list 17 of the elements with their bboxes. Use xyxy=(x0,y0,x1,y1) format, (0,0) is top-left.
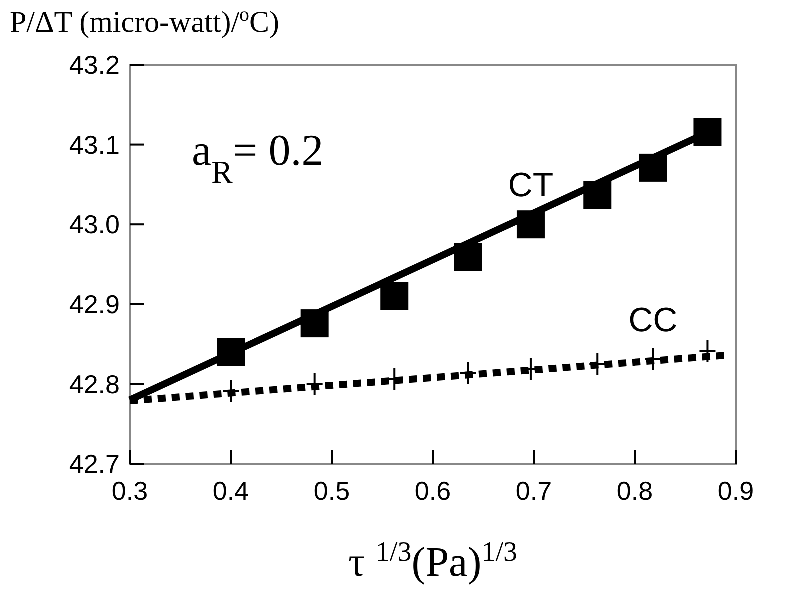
point xyxy=(380,282,409,310)
annotation: a$_{R}$= 0.2 xyxy=(192,126,324,190)
x-tick-label: 0.6 xyxy=(414,476,452,506)
y-tick-label: 42.9 xyxy=(69,290,120,320)
y-tick-label: 43.2 xyxy=(69,50,120,80)
x-tick-label: 0.4 xyxy=(212,476,250,506)
series-label: CC xyxy=(628,301,678,340)
x-tick-label: 0.8 xyxy=(616,476,654,506)
y-tick-label: 43.0 xyxy=(69,210,120,240)
series-label: CT xyxy=(508,166,554,205)
y-tick-label: 42.8 xyxy=(69,369,120,400)
y-tick-label: 43.1 xyxy=(69,130,120,160)
y-axis-title: P/ΔT (micro-watt)/$^{o}$C) xyxy=(10,4,280,39)
x-tick-label: 0.9 xyxy=(718,476,754,506)
x-tick-label: 0.7 xyxy=(516,476,552,506)
x-axis-title: τ $^{1/3}$(Pa)$^{1/3}$ xyxy=(348,536,518,586)
x-tick-label: 0.5 xyxy=(314,476,350,506)
